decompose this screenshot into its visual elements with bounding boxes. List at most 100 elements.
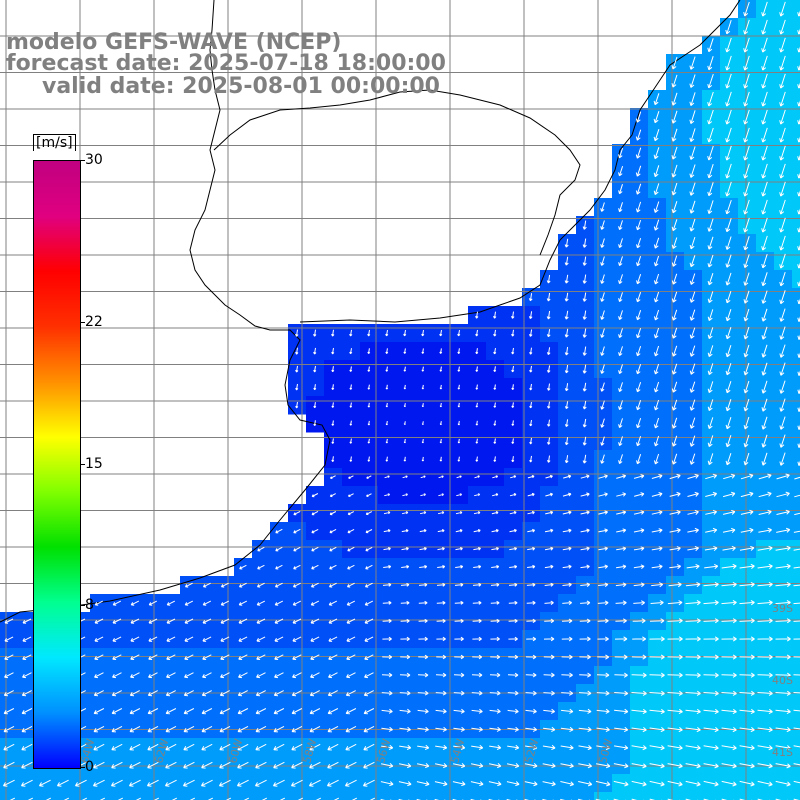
wind-arrow bbox=[309, 708, 321, 715]
wind-arrow bbox=[689, 309, 696, 321]
wind-arrow bbox=[399, 744, 412, 750]
wind-arrow bbox=[582, 310, 587, 320]
wind-arrow bbox=[22, 654, 32, 660]
wind-arrow bbox=[472, 654, 483, 660]
wind-arrow bbox=[689, 128, 696, 142]
wind-arrow bbox=[111, 743, 123, 751]
wind-arrow bbox=[560, 781, 574, 787]
wind-arrow bbox=[685, 780, 701, 787]
wind-arrow bbox=[793, 620, 800, 622]
wind-arrow bbox=[472, 636, 482, 642]
wind-arrow bbox=[562, 582, 572, 587]
wind-arrow bbox=[597, 618, 609, 624]
wind-arrow bbox=[725, 327, 732, 340]
wind-arrow bbox=[779, 1, 786, 17]
wind-arrow bbox=[3, 761, 15, 769]
wind-arrow bbox=[399, 708, 411, 714]
wind-arrow bbox=[220, 600, 230, 606]
wind-arrow bbox=[331, 366, 335, 373]
wind-cell bbox=[792, 540, 800, 559]
wind-arrow bbox=[421, 348, 425, 354]
wind-arrow bbox=[779, 308, 786, 322]
wind-arrow bbox=[493, 311, 497, 319]
wind-arrow bbox=[743, 181, 750, 197]
wind-arrow bbox=[454, 636, 464, 642]
wind-arrow bbox=[295, 401, 299, 409]
wind-arrow bbox=[547, 401, 551, 409]
wind-arrow bbox=[528, 293, 533, 302]
wind-arrow bbox=[272, 779, 285, 787]
wind-arrow bbox=[598, 582, 609, 587]
wind-arrow bbox=[636, 400, 642, 411]
wind-arrow bbox=[669, 564, 682, 570]
wind-arrow bbox=[112, 654, 122, 660]
wind-arrow bbox=[328, 618, 338, 624]
wind-arrow bbox=[757, 618, 773, 624]
wind-arrow bbox=[703, 690, 719, 696]
wind-arrow bbox=[182, 779, 195, 787]
wind-arrow bbox=[739, 763, 755, 769]
wind-arrow bbox=[310, 600, 320, 606]
wind-arrow bbox=[291, 725, 303, 733]
wind-arrow bbox=[367, 366, 371, 372]
wind-arrow bbox=[761, 290, 768, 304]
wind-arrow bbox=[775, 618, 791, 624]
wind-arrow bbox=[3, 743, 15, 751]
wind-arrow bbox=[327, 708, 339, 715]
wind-arrow bbox=[238, 618, 248, 624]
wind-cell bbox=[792, 702, 800, 721]
wind-cell bbox=[792, 792, 800, 800]
wind-arrow bbox=[561, 672, 573, 678]
wind-arrow bbox=[793, 548, 800, 551]
wind-arrow bbox=[403, 403, 406, 408]
wind-arrow bbox=[403, 330, 407, 337]
wind-arrow bbox=[313, 402, 317, 409]
wind-arrow bbox=[363, 690, 374, 697]
wind-arrow bbox=[473, 564, 482, 569]
wind-arrow bbox=[421, 421, 424, 426]
wind-arrow bbox=[561, 708, 574, 714]
wind-arrow bbox=[363, 708, 375, 715]
wind-arrow bbox=[509, 564, 518, 569]
wind-arrow bbox=[635, 165, 642, 177]
wind-arrow bbox=[689, 236, 696, 250]
wind-arrow bbox=[635, 201, 642, 213]
wind-cell bbox=[720, 792, 739, 800]
wind-cell bbox=[36, 792, 55, 800]
wind-arrow bbox=[331, 456, 335, 463]
wind-arrow bbox=[292, 618, 302, 624]
wind-arrow bbox=[22, 618, 32, 624]
wind-arrow bbox=[580, 510, 590, 515]
wind-arrow bbox=[685, 654, 701, 660]
wind-arrow bbox=[166, 672, 176, 679]
wind-arrow bbox=[721, 654, 737, 660]
wind-arrow bbox=[311, 510, 319, 516]
wind-arrow bbox=[582, 418, 587, 428]
wind-cell bbox=[666, 792, 685, 800]
wind-arrow bbox=[274, 600, 284, 606]
wind-arrow bbox=[649, 672, 665, 678]
wind-arrow bbox=[776, 509, 790, 515]
wind-arrow bbox=[475, 384, 479, 390]
wind-arrow bbox=[705, 491, 718, 497]
wind-arrow bbox=[399, 726, 411, 732]
wind-arrow bbox=[743, 217, 750, 233]
wind-arrow bbox=[439, 384, 443, 390]
wind-arrow bbox=[797, 28, 800, 35]
wind-arrow bbox=[761, 55, 768, 71]
wind-arrow bbox=[743, 199, 750, 215]
wind-arrow bbox=[546, 292, 551, 302]
wind-arrow bbox=[457, 456, 461, 462]
wind-arrow bbox=[147, 725, 159, 733]
wind-cell bbox=[324, 792, 343, 800]
wind-arrow bbox=[703, 636, 719, 642]
wind-arrow bbox=[618, 147, 624, 159]
wind-arrow bbox=[667, 600, 683, 606]
wind-arrow bbox=[308, 779, 321, 787]
wind-arrow bbox=[202, 600, 212, 606]
wind-arrow bbox=[775, 581, 791, 588]
wind-arrow bbox=[506, 781, 520, 787]
wind-arrow bbox=[707, 254, 714, 268]
wind-arrow bbox=[636, 454, 642, 465]
wind-arrow bbox=[743, 272, 750, 286]
